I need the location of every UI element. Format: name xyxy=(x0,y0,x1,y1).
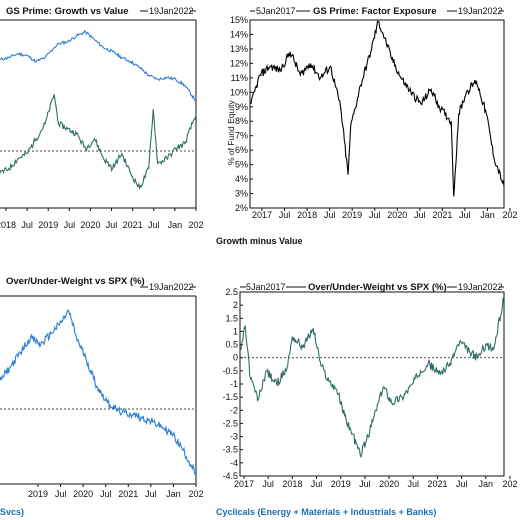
x-tick-label: Jul xyxy=(324,210,336,220)
x-tick-label: Jul xyxy=(64,220,76,230)
y-tick-label: 15% xyxy=(230,15,248,25)
x-tick-label: Jul xyxy=(456,479,468,489)
series-line-growth-vs-value-bottom xyxy=(0,94,197,191)
y-tick-label: 0 xyxy=(233,353,238,363)
y-tick-label: -2.5 xyxy=(222,418,238,428)
x-tick-label: Jan xyxy=(166,489,181,499)
legend-label: Cyclicals (Energy + Materials + Industri… xyxy=(216,507,436,517)
y-tick-label: -1 xyxy=(230,379,238,389)
x-tick-label: Jul xyxy=(21,220,33,230)
panel-top-right: 5Jan2017 GS Prime: Factor Exposure 19Jan… xyxy=(216,6,518,246)
y-tick-label: 8% xyxy=(235,116,248,126)
x-tick-label: Jul xyxy=(359,479,371,489)
series-line-growth-minus-value xyxy=(250,20,505,197)
y-tick-label: 2.5 xyxy=(225,287,238,297)
x-tick-label: Jul xyxy=(311,479,323,489)
x-tick-label: 2020 xyxy=(73,489,93,499)
x-tick-label: 2018 xyxy=(282,479,302,489)
x-tick-label: 2019 xyxy=(28,489,48,499)
x-tick-label: 202 xyxy=(188,220,203,230)
x-tick-label: Jul xyxy=(408,479,420,489)
panel-title: Over/Under-Weight vs SPX (%) xyxy=(308,282,447,293)
x-tick-label: Jul xyxy=(459,210,471,220)
panel-top-left: GS Prime: Growth vs Value 19Jan2022 2018… xyxy=(0,6,204,230)
y-tick-label: 11% xyxy=(231,73,248,83)
x-tick-label: Jul xyxy=(100,489,112,499)
x-tick-label: 2018 xyxy=(0,220,16,230)
x-tick-label: 202 xyxy=(502,210,517,220)
x-tick-label: Jul xyxy=(279,210,291,220)
date-label-right: 19Jan2022 xyxy=(458,282,503,292)
x-tick-label: 2019 xyxy=(331,479,351,489)
panel-title: GS Prime: Growth vs Value xyxy=(6,6,128,17)
panel-bottom-left: Over/Under-Weight vs SPX (%) 19Jan2022 2… xyxy=(0,276,204,517)
series-line-overweight-left xyxy=(0,309,197,476)
x-tick-label: Jul xyxy=(55,489,67,499)
panel-bottom-right: 5Jan2017 Over/Under-Weight vs SPX (%) 19… xyxy=(216,282,518,517)
x-tick-label: Jul xyxy=(369,210,381,220)
y-axis-title: % of Fund Equity xyxy=(226,100,236,165)
legend-label: Growth minus Value xyxy=(216,236,303,246)
y-tick-label: 14% xyxy=(230,29,248,39)
x-tick-label: Jul xyxy=(148,220,160,230)
series-line-growth-vs-value-top xyxy=(0,29,197,102)
y-tick-label: -2 xyxy=(230,405,238,415)
x-tick-label: 2020 xyxy=(387,210,407,220)
x-tick-label: Jul xyxy=(414,210,426,220)
y-tick-label: -4.5 xyxy=(222,471,238,481)
x-tick-label: 2019 xyxy=(38,220,58,230)
x-tick-label: 2020 xyxy=(379,479,399,489)
y-tick-label: 2% xyxy=(235,203,248,213)
y-tick-label: -1.5 xyxy=(222,392,238,402)
series-line-cyclicals xyxy=(240,296,505,459)
x-tick-label: 2021 xyxy=(118,489,138,499)
x-tick-label: 2018 xyxy=(297,210,317,220)
x-tick-label: 2019 xyxy=(342,210,362,220)
y-tick-label: 4% xyxy=(235,174,248,184)
y-tick-label: 13% xyxy=(230,44,248,54)
y-tick-label: 0.5 xyxy=(225,340,238,350)
x-tick-label: 2020 xyxy=(80,220,100,230)
date-label-left: 5Jan2017 xyxy=(246,282,286,292)
x-tick-label: 2021 xyxy=(123,220,143,230)
x-tick-label: 2017 xyxy=(252,210,272,220)
y-tick-label: 3% xyxy=(235,189,248,199)
y-tick-label: -0.5 xyxy=(222,366,238,376)
x-tick-label: Jan xyxy=(480,210,495,220)
x-tick-label: 2021 xyxy=(427,479,447,489)
x-tick-label: Jul xyxy=(262,479,274,489)
panel-title: Over/Under-Weight vs SPX (%) xyxy=(6,276,145,287)
panel-title: GS Prime: Factor Exposure xyxy=(313,6,437,17)
date-label: 19Jan2022 xyxy=(149,6,194,16)
y-tick-label: 2 xyxy=(233,300,238,310)
date-label-left: 5Jan2017 xyxy=(256,6,296,16)
legend-label: Svcs) xyxy=(0,507,24,517)
x-tick-label: Jan xyxy=(168,220,183,230)
x-tick-label: 2021 xyxy=(432,210,452,220)
x-tick-label: Jul xyxy=(145,489,157,499)
y-tick-label: 12% xyxy=(230,58,248,68)
x-tick-label: 202 xyxy=(502,479,517,489)
y-tick-label: 1.5 xyxy=(225,313,238,323)
x-tick-label: 202 xyxy=(188,489,203,499)
y-tick-label: 7% xyxy=(235,131,248,141)
date-label-right: 19Jan2022 xyxy=(458,6,503,16)
y-tick-label: 6% xyxy=(235,145,248,155)
y-tick-label: -4 xyxy=(230,458,238,468)
date-label: 19Jan2022 xyxy=(149,282,194,292)
x-tick-label: Jan xyxy=(479,479,494,489)
y-tick-label: 5% xyxy=(235,160,248,170)
y-tick-label: -3 xyxy=(230,432,238,442)
y-tick-label: 1 xyxy=(233,326,238,336)
x-tick-label: Jul xyxy=(106,220,118,230)
y-tick-label: 9% xyxy=(235,102,248,112)
x-tick-label: 2017 xyxy=(234,479,254,489)
y-tick-label: -3.5 xyxy=(222,445,238,455)
y-tick-label: 10% xyxy=(230,87,248,97)
